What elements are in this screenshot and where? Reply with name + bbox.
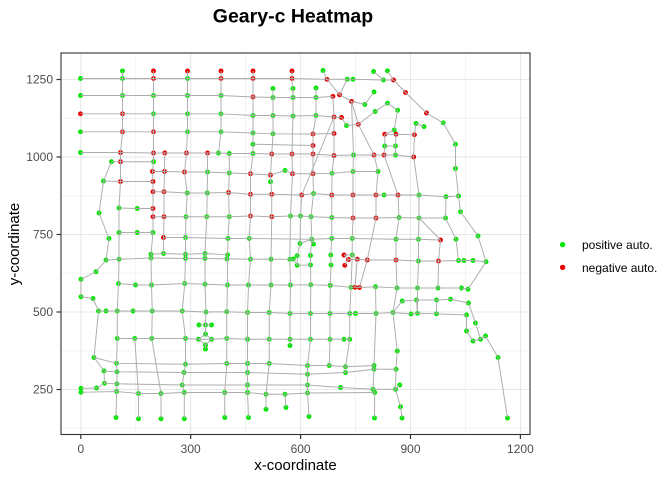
svg-text:1200: 1200 xyxy=(507,442,534,456)
svg-text:Geary-c Heatmap: Geary-c Heatmap xyxy=(213,6,373,28)
svg-text:negative auto.: negative auto. xyxy=(582,261,657,275)
svg-text:positive auto.: positive auto. xyxy=(582,238,653,252)
svg-text:900: 900 xyxy=(400,442,420,456)
svg-text:600: 600 xyxy=(291,442,311,456)
svg-text:500: 500 xyxy=(33,305,53,319)
svg-text:250: 250 xyxy=(33,383,53,397)
svg-text:x-coordinate: x-coordinate xyxy=(254,457,337,474)
svg-text:300: 300 xyxy=(181,442,201,456)
svg-text:y-coordinate: y-coordinate xyxy=(6,203,23,286)
svg-text:0: 0 xyxy=(77,442,84,456)
svg-text:750: 750 xyxy=(33,228,53,242)
svg-text:1250: 1250 xyxy=(26,73,53,87)
svg-text:1000: 1000 xyxy=(26,150,53,164)
